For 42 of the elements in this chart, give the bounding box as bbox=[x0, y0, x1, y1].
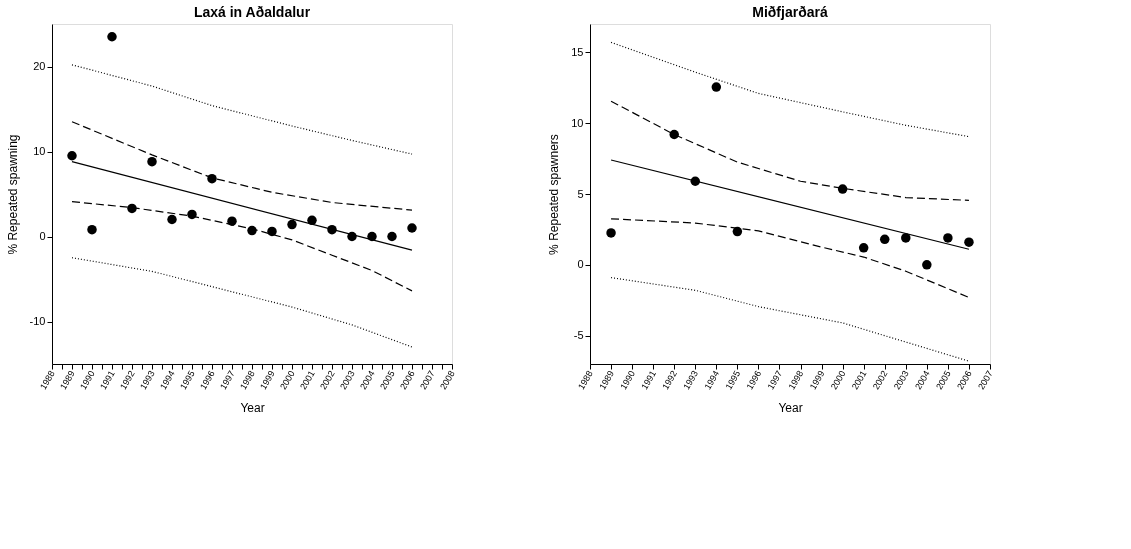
y-tick-label: 10 bbox=[571, 116, 584, 129]
point bbox=[147, 156, 157, 167]
line-series bbox=[610, 218, 970, 299]
y-tick-label: 20 bbox=[33, 60, 46, 72]
y-axis-title: % Repeated spawning bbox=[5, 134, 20, 255]
point bbox=[858, 243, 869, 253]
point bbox=[387, 231, 397, 242]
point bbox=[407, 223, 417, 233]
point bbox=[964, 237, 974, 247]
point bbox=[307, 215, 317, 226]
point bbox=[606, 228, 616, 238]
line-series bbox=[71, 201, 413, 292]
y-tick-label: -5 bbox=[573, 329, 584, 342]
y-tick-label: -10 bbox=[29, 315, 46, 327]
point bbox=[107, 32, 117, 42]
point bbox=[901, 233, 911, 243]
chart-title: Laxá in Aðaldalur bbox=[193, 4, 311, 20]
line-series bbox=[71, 64, 413, 155]
point bbox=[711, 82, 722, 92]
line-series bbox=[610, 276, 970, 362]
y-tick-label: 10 bbox=[33, 145, 46, 157]
line-series bbox=[71, 257, 413, 348]
y-tick-label: 0 bbox=[39, 230, 46, 242]
point bbox=[167, 214, 177, 225]
point bbox=[187, 209, 197, 220]
point bbox=[67, 151, 77, 161]
point bbox=[87, 224, 97, 235]
y-tick-label: 5 bbox=[577, 187, 584, 200]
point bbox=[922, 260, 932, 270]
point bbox=[267, 226, 277, 237]
x-axis-title: Year bbox=[240, 401, 265, 416]
y-axis-title: % Repeated spawners bbox=[547, 134, 562, 255]
x-axis-title: Year bbox=[778, 401, 803, 416]
line-series bbox=[71, 121, 413, 211]
point bbox=[287, 219, 297, 230]
y-tick-label: 15 bbox=[571, 45, 584, 58]
line-series bbox=[610, 41, 970, 138]
point bbox=[943, 233, 953, 243]
y-tick-label: 0 bbox=[577, 258, 584, 271]
point bbox=[879, 234, 890, 245]
chart-title: Miðfjarðará bbox=[752, 4, 828, 20]
line-series bbox=[610, 100, 970, 201]
